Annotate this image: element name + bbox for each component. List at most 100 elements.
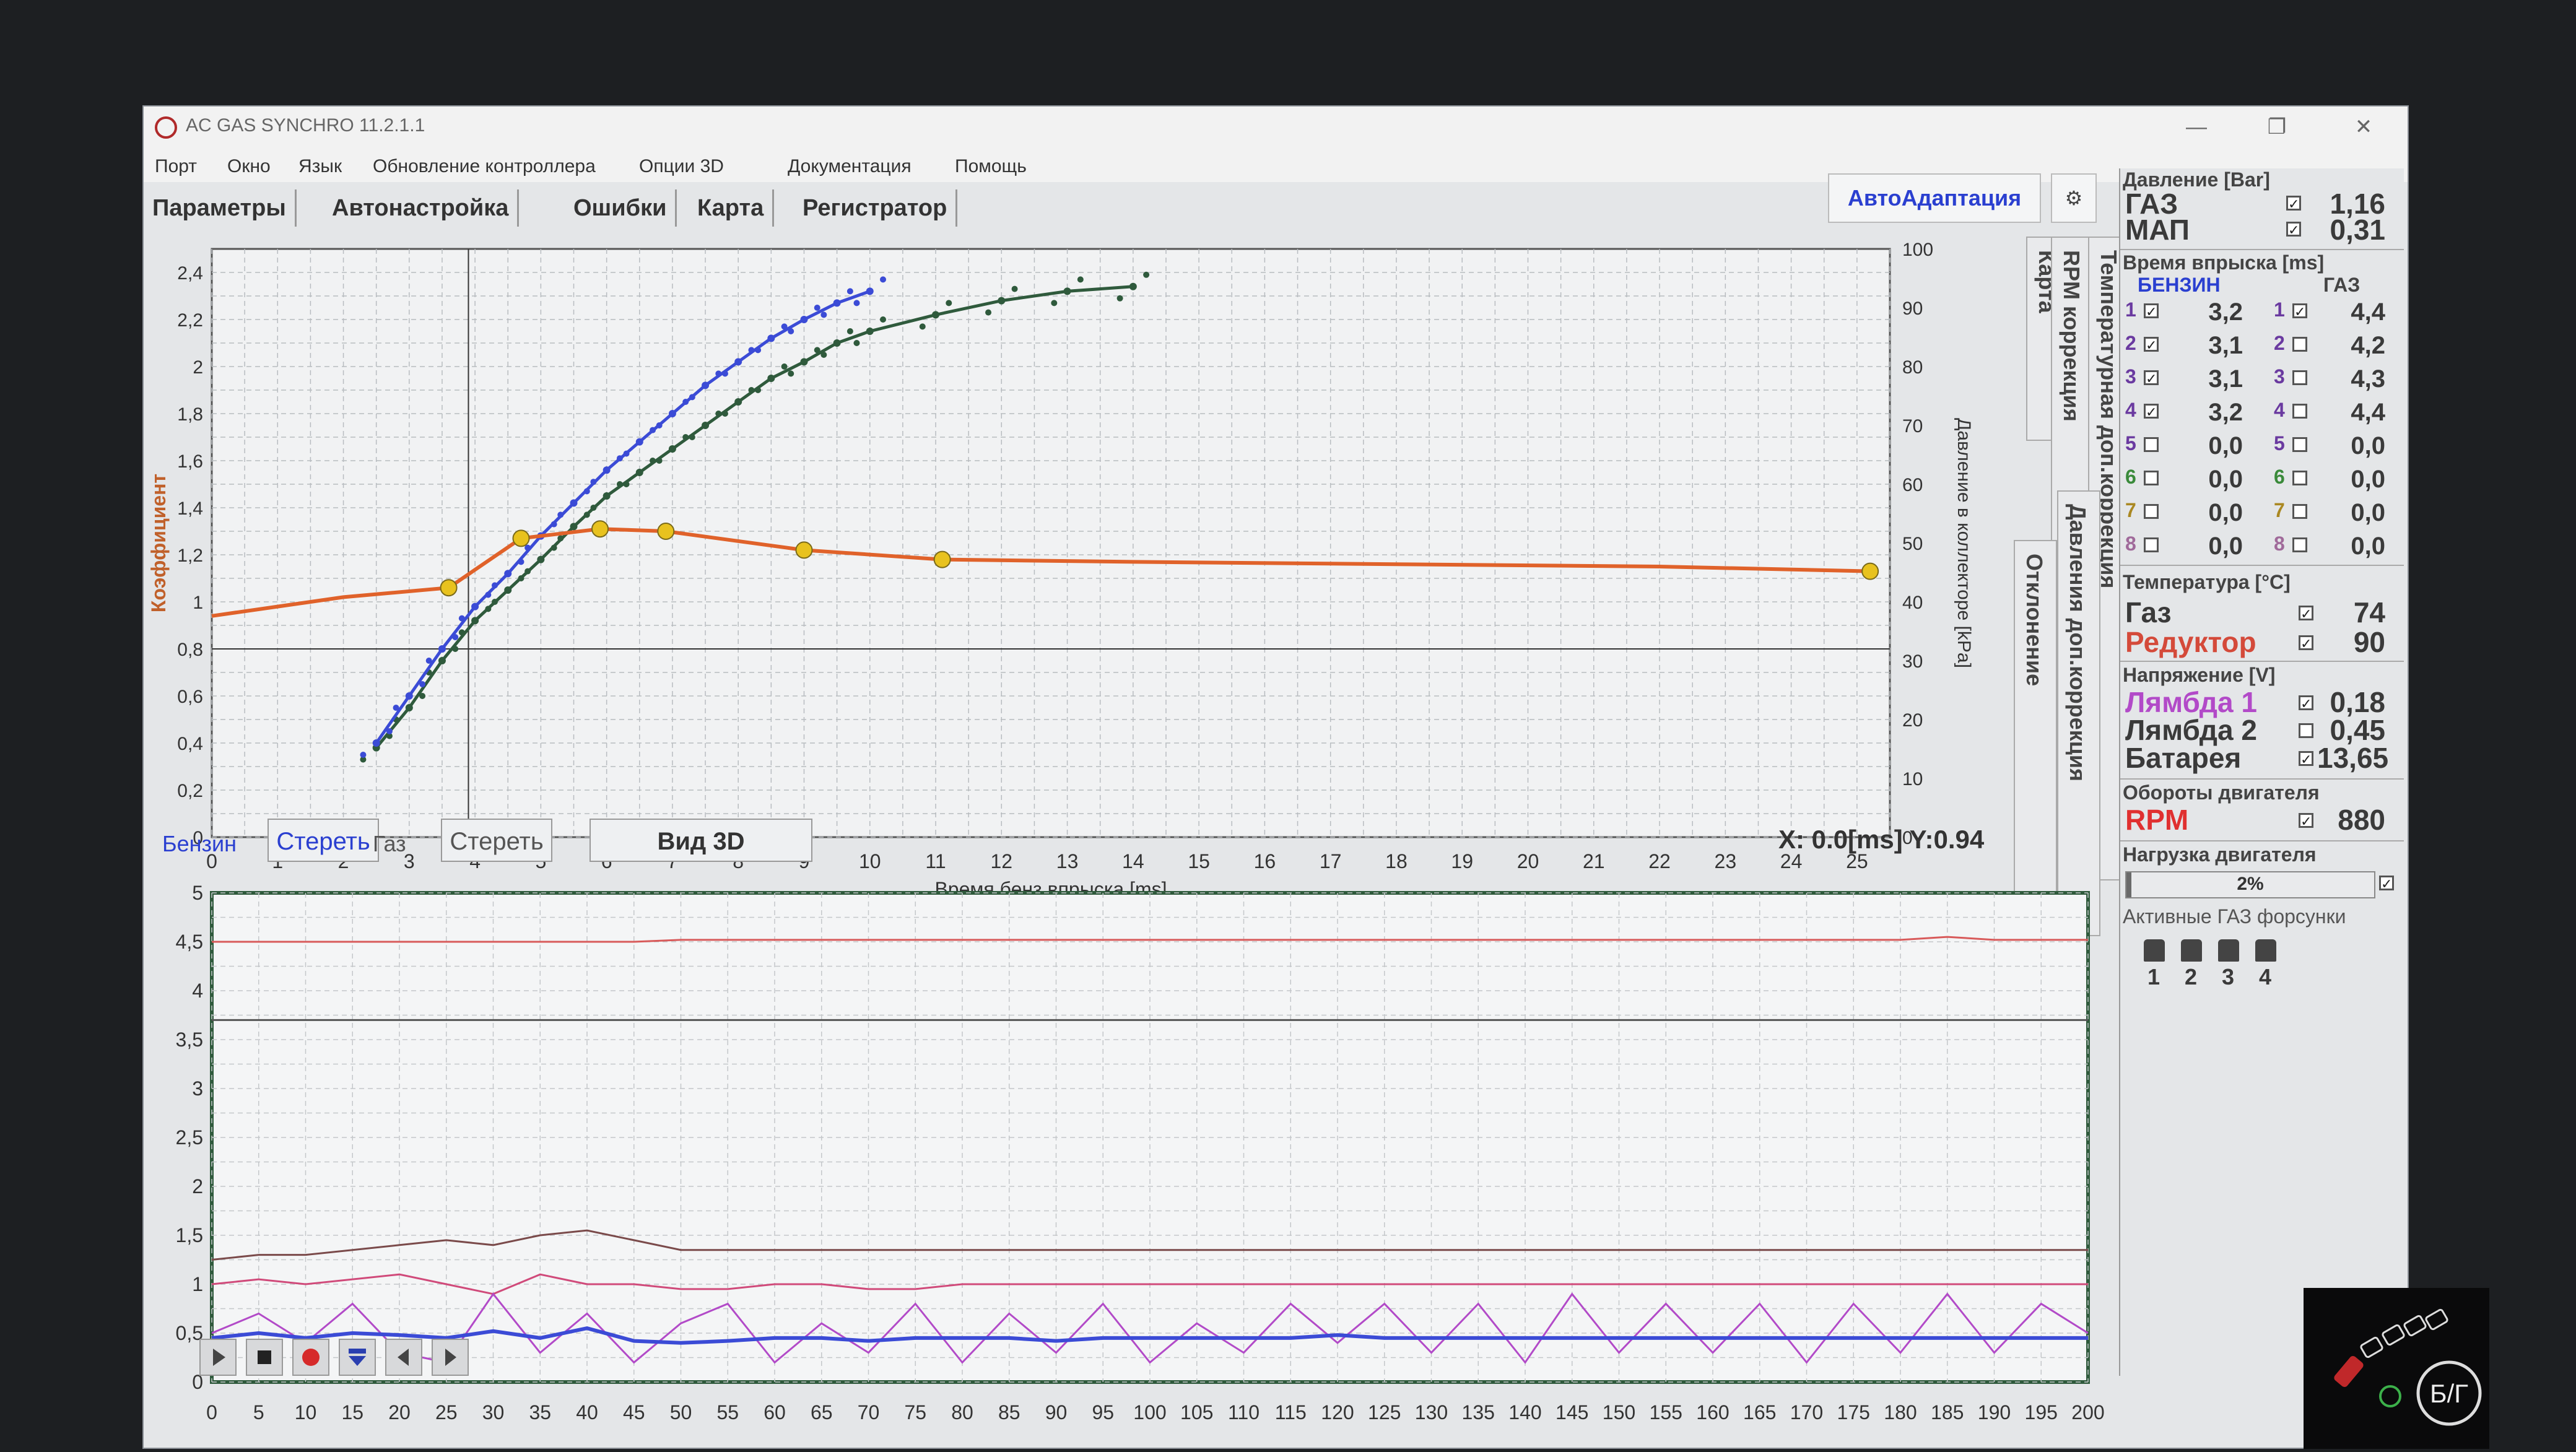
map-chart[interactable]: 0123456789101112131415161718192021222324… <box>144 230 2032 924</box>
menu-window[interactable]: Окно <box>227 156 271 176</box>
voltage-lambda2-checkbox[interactable] <box>2299 723 2313 738</box>
injection-petrol-checkbox[interactable]: ✓ <box>2144 370 2159 386</box>
injection-petrol-value: 0,0 <box>2208 466 2243 493</box>
series-point <box>590 479 597 485</box>
load-bar-fill <box>2126 872 2131 897</box>
series-point <box>767 334 775 342</box>
voltage-battery-label: Батарея <box>2125 742 2242 774</box>
load-bar: 2% <box>2125 871 2375 898</box>
series-point <box>866 287 874 295</box>
menu-3d-options[interactable]: Опции 3D <box>639 156 724 176</box>
injection-gas-checkbox[interactable] <box>2292 370 2307 385</box>
play-icon[interactable] <box>199 1339 237 1376</box>
injection-petrol-checkbox[interactable] <box>2144 471 2159 485</box>
series-point <box>1143 271 1150 278</box>
main-tabs: Параметры Автонастройка Ошибки Карта Рег… <box>144 182 2125 232</box>
voltage-battery-checkbox[interactable]: ✓ <box>2299 751 2313 767</box>
recorder-chart[interactable]: 0 5 10 15 20 25 30 35 40 45 50 55 60 65 70 75 80 85 90 95 10… <box>144 874 2119 1449</box>
injection-petrol-checkbox[interactable] <box>2144 504 2159 519</box>
tab-errors[interactable]: Ошибки <box>565 189 677 227</box>
step-back-icon[interactable] <box>385 1339 422 1376</box>
voltage-lambda1-checkbox[interactable]: ✓ <box>2299 695 2313 711</box>
y-tick-label: 0,5 <box>176 1322 203 1344</box>
series-point <box>471 617 479 625</box>
injection-petrol-cyl-number: 1 <box>2125 298 2136 321</box>
injection-petrol-checkbox[interactable]: ✓ <box>2144 404 2159 419</box>
injection-gas-checkbox[interactable] <box>2292 504 2307 519</box>
maximize-button[interactable]: ❐ <box>2267 115 2287 139</box>
tab-deviation[interactable]: Отклонение <box>2014 540 2057 936</box>
pressure-gas-checkbox[interactable]: ✓ <box>2286 196 2301 211</box>
y2-tick-label: 0 <box>1902 828 1913 848</box>
injection-gas-checkbox[interactable] <box>2292 437 2307 452</box>
record-icon[interactable] <box>292 1339 329 1376</box>
injection-petrol-header: БЕНЗИН <box>2138 274 2221 296</box>
x-tick-label: 22 <box>1648 850 1671 872</box>
pressure-map-checkbox[interactable]: ✓ <box>2286 222 2301 237</box>
series-point <box>788 328 794 334</box>
rpm-checkbox[interactable]: ✓ <box>2299 813 2313 828</box>
series-point <box>932 311 940 319</box>
series-point <box>550 544 557 551</box>
temp-reducer-checkbox[interactable]: ✓ <box>2299 635 2313 651</box>
injector-icon <box>2255 939 2276 962</box>
x-tick-label: 19 <box>1451 850 1473 872</box>
injection-petrol-value: 3,1 <box>2208 365 2243 393</box>
series-point <box>846 328 853 334</box>
recorder-series-line <box>211 1229 2088 1261</box>
petrol-clear-button[interactable]: Стереть <box>268 819 379 862</box>
view-3d-button[interactable]: Вид 3D <box>590 819 812 862</box>
temp-gas-checkbox[interactable]: ✓ <box>2299 606 2313 621</box>
x-tick-label: 12 <box>990 850 1012 872</box>
series-point <box>715 411 722 417</box>
series-point <box>518 559 524 565</box>
minimize-button[interactable]: — <box>2186 115 2207 139</box>
active-injectors-title: Активные ГАЗ форсунки <box>2123 905 2346 928</box>
x-tick-label: 35 <box>529 1401 551 1424</box>
y2-tick-label: 30 <box>1902 651 1923 672</box>
injection-gas-checkbox[interactable] <box>2292 537 2307 552</box>
tab-map[interactable]: Карта <box>689 189 775 227</box>
tab-pressure-correction[interactable]: Давления доп.коррекция <box>2057 490 2100 936</box>
injection-petrol-checkbox[interactable] <box>2144 537 2159 552</box>
injection-petrol-checkbox[interactable] <box>2144 437 2159 452</box>
series-point <box>846 288 853 295</box>
gas-switch-icon[interactable]: Б/Г <box>2304 1288 2489 1449</box>
injection-gas-checkbox[interactable] <box>2292 471 2307 485</box>
gas-clear-button[interactable]: Стереть <box>441 819 552 862</box>
series-point <box>880 316 886 323</box>
injector-number: 2 <box>2185 964 2198 989</box>
series-point <box>668 445 676 453</box>
voltage-lambda1-label: Лямбда 1 <box>2125 686 2257 718</box>
menu-help[interactable]: Помощь <box>955 156 1027 176</box>
stop-icon[interactable] <box>246 1339 283 1376</box>
x-tick-label: 80 <box>951 1401 973 1424</box>
pressure-title: Давление [Bar] <box>2123 168 2270 191</box>
menu-language[interactable]: Язык <box>298 156 342 176</box>
y2-tick-label: 10 <box>1902 769 1923 789</box>
tab-autotune[interactable]: Автонастройка <box>323 189 520 227</box>
injection-petrol-checkbox[interactable]: ✓ <box>2144 337 2159 352</box>
close-button[interactable]: ✕ <box>2354 115 2373 139</box>
step-forward-icon[interactable] <box>432 1339 469 1376</box>
menu-port[interactable]: Порт <box>155 156 198 176</box>
y-tick-label: 1,5 <box>176 1224 203 1246</box>
x-tick-label: 90 <box>1045 1401 1068 1424</box>
injection-gas-checkbox[interactable] <box>2292 404 2307 419</box>
tab-parameters[interactable]: Параметры <box>144 189 297 227</box>
auto-adaptation-button[interactable]: АвтоАдаптация <box>1828 173 2041 223</box>
menu-documentation[interactable]: Документация <box>788 156 912 176</box>
injection-petrol-value: 3,2 <box>2208 298 2243 326</box>
load-checkbox[interactable]: ✓ <box>2379 876 2394 891</box>
series-point <box>504 586 512 594</box>
injection-petrol-cyl-number: 4 <box>2125 399 2136 421</box>
tab-recorder[interactable]: Регистратор <box>794 189 958 227</box>
y-tick-label: 4,5 <box>176 931 203 953</box>
injection-gas-checkbox[interactable] <box>2292 337 2307 352</box>
menu-controller-update[interactable]: Обновление контроллера <box>373 156 596 176</box>
save-icon[interactable] <box>339 1339 376 1376</box>
injection-petrol-checkbox[interactable]: ✓ <box>2144 303 2159 319</box>
injection-gas-checkbox[interactable]: ✓ <box>2292 303 2307 319</box>
small-tool-button[interactable]: ⚙ <box>2051 173 2097 223</box>
x-tick-label: 20 <box>1517 850 1539 872</box>
